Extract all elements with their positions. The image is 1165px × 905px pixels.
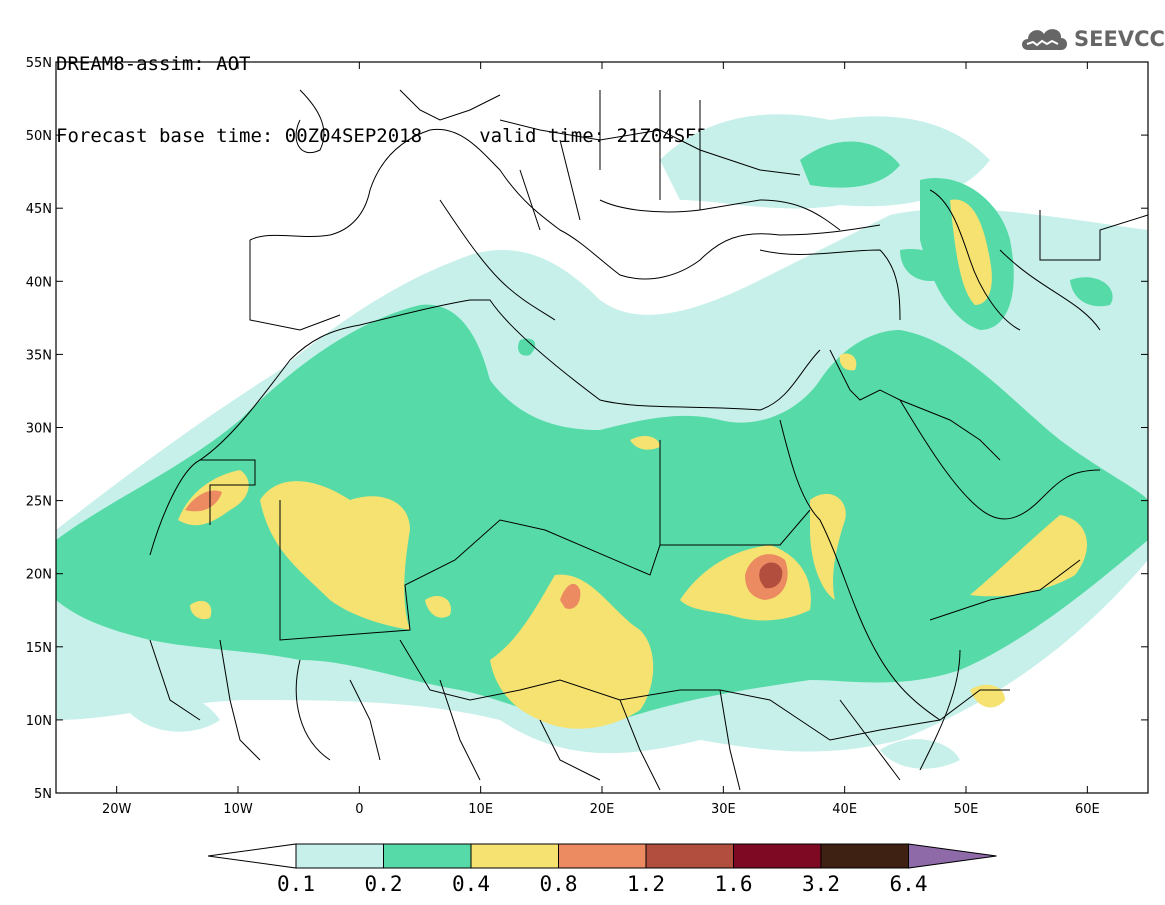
colorbar-label: 0.2 <box>364 872 403 896</box>
colorbar-min-arrow <box>207 843 297 869</box>
colorbar-segment <box>558 843 647 869</box>
colorbar <box>207 843 997 869</box>
logo-text: SEEVCCC <box>1074 27 1165 51</box>
lat-tick-label: 55N <box>26 56 52 71</box>
plot-title: DREAM8-assim: AOT Forecast base time: 00… <box>56 4 822 172</box>
cloud-icon <box>1022 29 1067 50</box>
lat-tick-label: 10N <box>26 714 52 729</box>
country-borders <box>149 89 1148 791</box>
colorbar-label: 1.2 <box>627 872 665 896</box>
colorbar-segment <box>820 843 909 869</box>
colorbar-label: 3.2 <box>802 872 840 896</box>
lat-tick-label: 15N <box>26 641 52 656</box>
seevccc-logo: SEEVCCC <box>1018 22 1165 56</box>
colorbar-label: 6.4 <box>889 872 928 896</box>
colorbar-segment <box>470 843 559 869</box>
colorbar-segment <box>645 843 734 869</box>
lon-axis: 20W 10W 0 10E 20E 30E 40E 50E 60E <box>102 62 1100 817</box>
colorbar-max-arrow <box>908 843 997 869</box>
lat-tick-label: 35N <box>26 348 52 363</box>
aot-level-1.2 <box>759 562 783 589</box>
lat-tick-label: 20N <box>26 568 52 583</box>
colorbar-label: 0.8 <box>539 872 578 896</box>
lat-tick-label: 50N <box>26 129 52 144</box>
colorbar-segment <box>733 843 822 869</box>
lon-tick-label: 0 <box>355 802 363 817</box>
lat-tick-label: 5N <box>34 787 52 802</box>
colorbar-label: 0.4 <box>452 872 490 896</box>
lon-tick-label: 30E <box>711 802 736 817</box>
colorbar-segment <box>383 843 472 869</box>
colorbar-label: 0.1 <box>277 872 315 896</box>
lat-tick-label: 40N <box>26 275 52 290</box>
title-line-1: DREAM8-assim: AOT <box>56 53 251 75</box>
lon-tick-label: 50E <box>954 802 979 817</box>
lon-tick-label: 20W <box>102 802 132 817</box>
colorbar-segment <box>295 843 384 869</box>
lon-tick-label: 40E <box>832 802 857 817</box>
aot-level-0.4 <box>178 199 1087 729</box>
lon-tick-label: 10W <box>223 802 253 817</box>
aot-field <box>56 89 1148 791</box>
lon-tick-label: 20E <box>590 802 615 817</box>
lon-tick-label: 10E <box>468 802 493 817</box>
lon-tick-label: 60E <box>1075 802 1100 817</box>
colorbar-label: 1.6 <box>714 872 753 896</box>
lat-tick-label: 30N <box>26 422 52 437</box>
lat-axis: 55N 50N 45N 40N 35N 30N 25N 20N 15N 10N 5N <box>26 56 1148 802</box>
title-line-2: Forecast base time: 00Z04SEP2018 valid t… <box>56 125 823 147</box>
lat-tick-label: 45N <box>26 202 52 217</box>
lat-tick-label: 25N <box>26 495 52 510</box>
